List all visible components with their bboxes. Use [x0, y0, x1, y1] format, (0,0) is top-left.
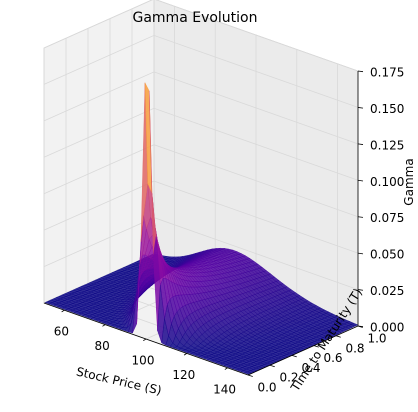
x-axis-label: Stock Price (S): [75, 364, 163, 397]
z-tick-mark: [357, 216, 364, 218]
y-tick-mark: [247, 374, 253, 377]
z-gridline: [43, 0, 359, 72]
z-tick-mark: [357, 325, 364, 328]
z-gridline: [43, 180, 359, 254]
y-tick-label: 0.4: [301, 361, 320, 375]
y-tick-label: 0.8: [345, 341, 364, 355]
x-tick-mark: [61, 309, 65, 313]
y-tick-mark: [335, 335, 341, 338]
y-tick-mark: [313, 345, 319, 348]
x-tick-label: 140: [213, 382, 236, 396]
y-tick-label: 0.2: [279, 371, 298, 385]
z-axis-label: Gamma: [402, 158, 416, 205]
z-gridline: [43, 144, 359, 218]
y-tick-mark: [291, 355, 297, 358]
z-tick-label: 0.175: [370, 66, 404, 80]
y-tick-label: 1.0: [367, 332, 386, 346]
z-tick-mark: [357, 252, 364, 255]
axis-ticks: 60 80 100 120 140 0.00.20.40.60.81.00.000 0.02…: [54, 66, 405, 397]
chart-title: Gamma Evolution: [132, 10, 257, 26]
gamma-surface: [44, 82, 359, 375]
z-gridline: [43, 34, 359, 108]
z-tick-mark: [357, 179, 364, 182]
z-tick-label: 0.150: [370, 102, 404, 116]
z-tick-mark: [357, 289, 364, 291]
x-tick-mark: [143, 338, 147, 342]
z-gridline: [43, 107, 359, 181]
y-tick-label: 0.6: [323, 351, 342, 365]
y-tick-label: 0.0: [257, 381, 276, 395]
x-tick-mark: [183, 353, 188, 356]
x-tick-mark: [224, 367, 228, 370]
z-tick-label: 0.100: [370, 175, 404, 189]
x-tick-label: 120: [172, 368, 195, 382]
y-axis-line: [247, 325, 359, 376]
left-pane: [43, 0, 155, 304]
z-tick-label: 0.125: [370, 138, 404, 152]
x-tick-mark: [102, 324, 106, 327]
z-tick-mark: [357, 143, 364, 145]
x-tick-label: 60: [54, 325, 69, 339]
z-tick-label: 0.025: [370, 284, 404, 298]
x-tick-label: 100: [132, 354, 155, 368]
z-tick-label: 0.075: [370, 211, 404, 225]
z-tick-label: 0.050: [370, 248, 404, 262]
z-tick-mark: [357, 70, 364, 73]
y-tick-mark: [269, 364, 275, 368]
z-gridline: [43, 71, 359, 145]
z-tick-mark: [357, 107, 364, 109]
x-tick-label: 80: [95, 339, 110, 353]
z-tick-label: 0.000: [370, 321, 404, 335]
